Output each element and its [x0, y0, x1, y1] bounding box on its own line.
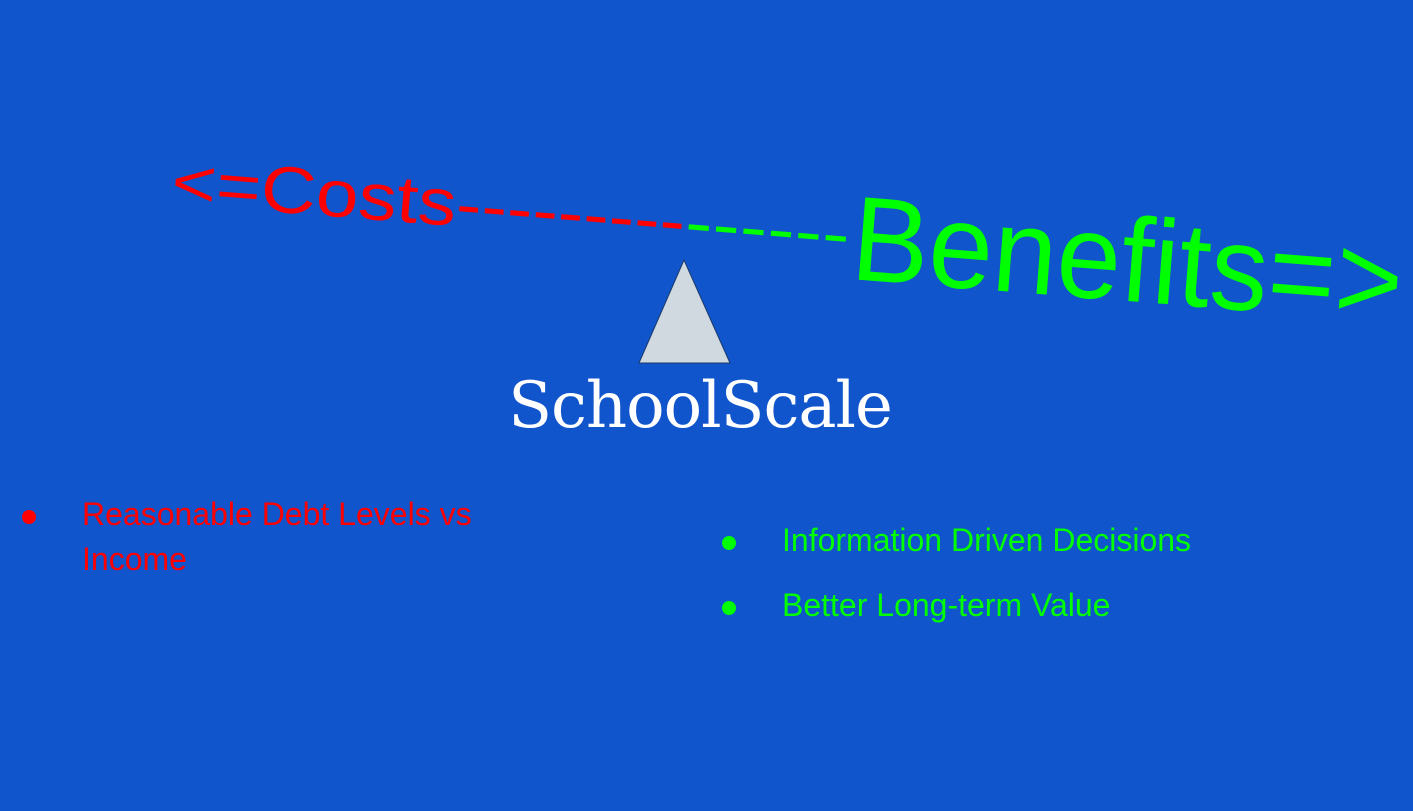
page-title: SchoolScale [508, 369, 893, 443]
benefits-dashes: ------ [682, 184, 852, 271]
benefits-list-item: Information Driven Decisions [722, 518, 1362, 563]
costs-item-label: Reasonable Debt Levels vs Income [82, 496, 472, 577]
bullet-icon [722, 536, 736, 550]
fulcrum-triangle-icon [638, 258, 731, 364]
scale-beam: <=Costs--------- --------- ------ Benefi… [169, 144, 1408, 349]
costs-label: <=Costs--------- [169, 144, 688, 258]
benefits-item-label: Better Long-term Value [782, 587, 1111, 623]
costs-list-item: Reasonable Debt Levels vs Income [22, 492, 542, 582]
costs-list: Reasonable Debt Levels vs Income [22, 492, 542, 582]
benefits-item-label: Information Driven Decisions [782, 522, 1192, 558]
benefits-list-item: Better Long-term Value [722, 583, 1362, 628]
benefits-label: Benefits=> [847, 171, 1408, 348]
benefits-list: Information Driven Decisions Better Long… [722, 518, 1362, 648]
bullet-icon [22, 510, 36, 524]
bullet-icon [722, 601, 736, 615]
